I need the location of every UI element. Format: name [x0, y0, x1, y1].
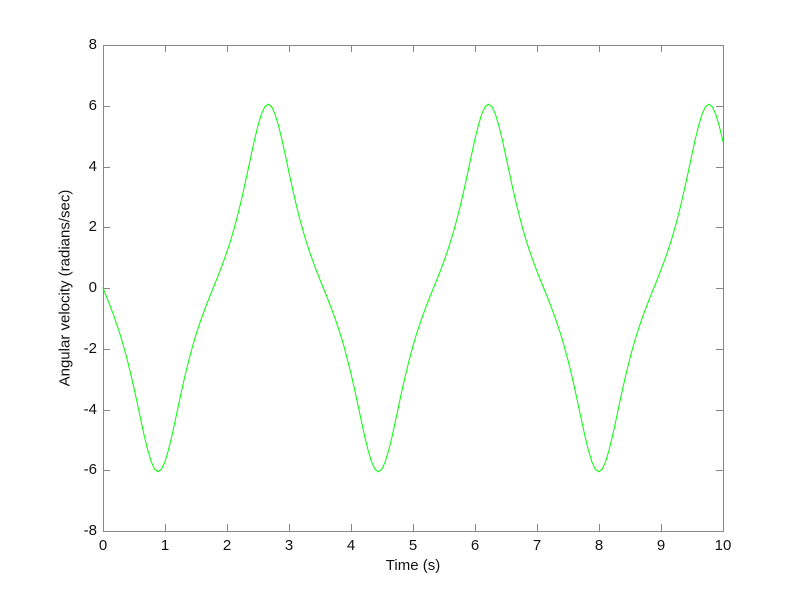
x-axis-label: Time (s): [385, 557, 441, 574]
x-tick-label: 6: [470, 537, 480, 554]
x-tick-label: 2: [222, 537, 232, 554]
x-tick-label: 10: [714, 537, 732, 554]
x-tick-label: 4: [346, 537, 356, 554]
y-tick-label: 6: [88, 96, 97, 114]
x-tick-label: 3: [284, 537, 294, 554]
y-tick-label: -8: [83, 522, 97, 539]
axes-box: [103, 45, 724, 532]
x-tick-label: 0: [98, 537, 108, 554]
y-tick-label: 2: [88, 218, 97, 236]
y-tick-label: -6: [83, 461, 97, 479]
y-tick-label: 0: [88, 279, 97, 296]
y-tick-label: -2: [83, 339, 97, 357]
y-tick-label: -4: [83, 400, 97, 418]
velocity-curve: [102, 103, 724, 473]
y-tick-label: 8: [88, 36, 97, 53]
x-tick-label: 9: [656, 537, 666, 554]
x-tick-label: 5: [408, 537, 418, 554]
x-tick-label: 7: [532, 537, 542, 554]
y-tick-label: 4: [88, 157, 97, 175]
x-tick-label: 1: [160, 537, 170, 554]
x-tick-label: 8: [594, 537, 604, 554]
